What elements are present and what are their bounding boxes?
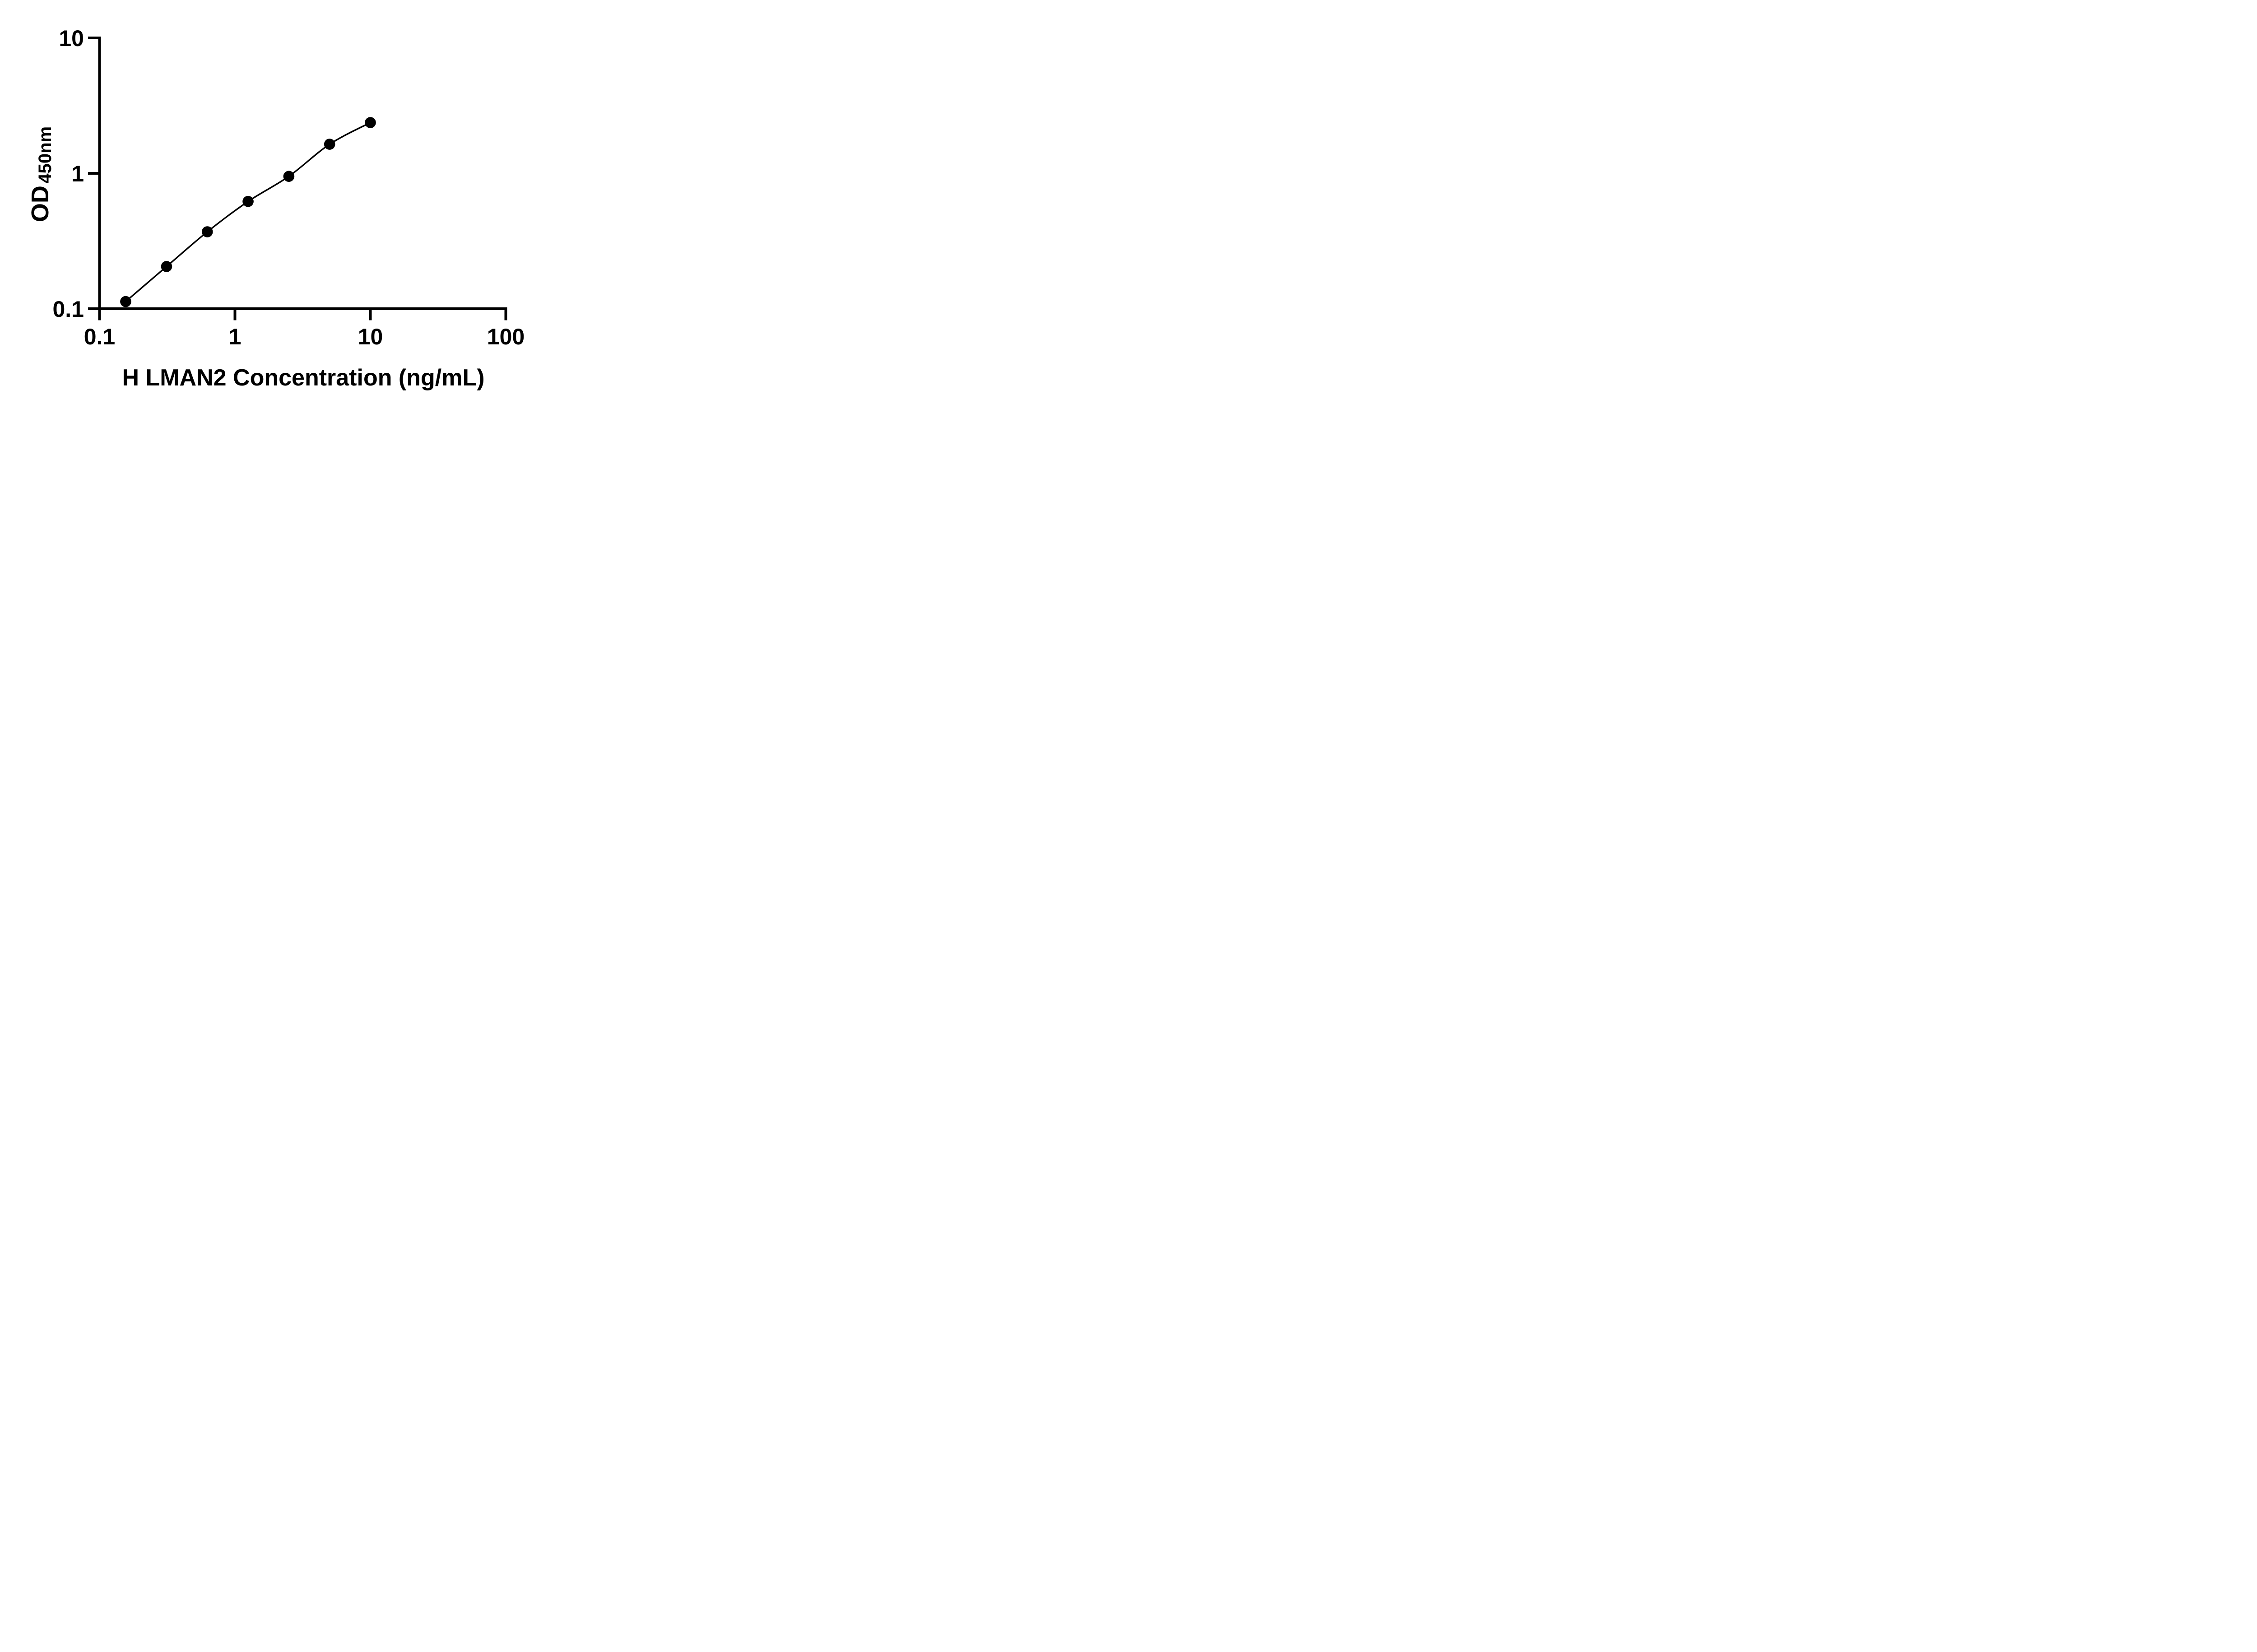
elisa-standard-curve-page: 10 1 0.1 0.1 1 10 100 H LMAN2 Concentration (n… — [0, 0, 568, 413]
x-tick-label: 100 — [487, 324, 525, 349]
data-point — [365, 117, 376, 128]
plot-background — [0, 0, 568, 413]
data-point — [283, 171, 295, 182]
y-tick-label: 0.1 — [52, 297, 84, 322]
y-axis-title-main: OD — [27, 186, 54, 222]
elisa-standard-curve: 10 1 0.10.1 1 10 100 H LMAN2 Concentration (n… — [0, 0, 568, 413]
x-tick-label: 0.1 — [84, 324, 116, 349]
x-tick-label: 10 — [358, 324, 383, 349]
x-axis-title: H LMAN2 Concentration (ng/mL) — [122, 365, 484, 391]
y-axis-title: OD 450nm — [27, 126, 55, 222]
y-axis-title-subscript: 450nm — [35, 126, 55, 184]
data-point — [201, 226, 213, 237]
y-tick-label: 1 — [71, 161, 84, 186]
y-tick-label: 10 — [59, 26, 84, 51]
plot-area: 10 1 0.10.1 1 10 100 — [52, 26, 525, 349]
data-point — [161, 261, 172, 272]
data-point — [120, 296, 131, 307]
data-point — [324, 139, 335, 150]
data-point — [242, 195, 254, 207]
x-tick-label: 1 — [229, 324, 241, 349]
